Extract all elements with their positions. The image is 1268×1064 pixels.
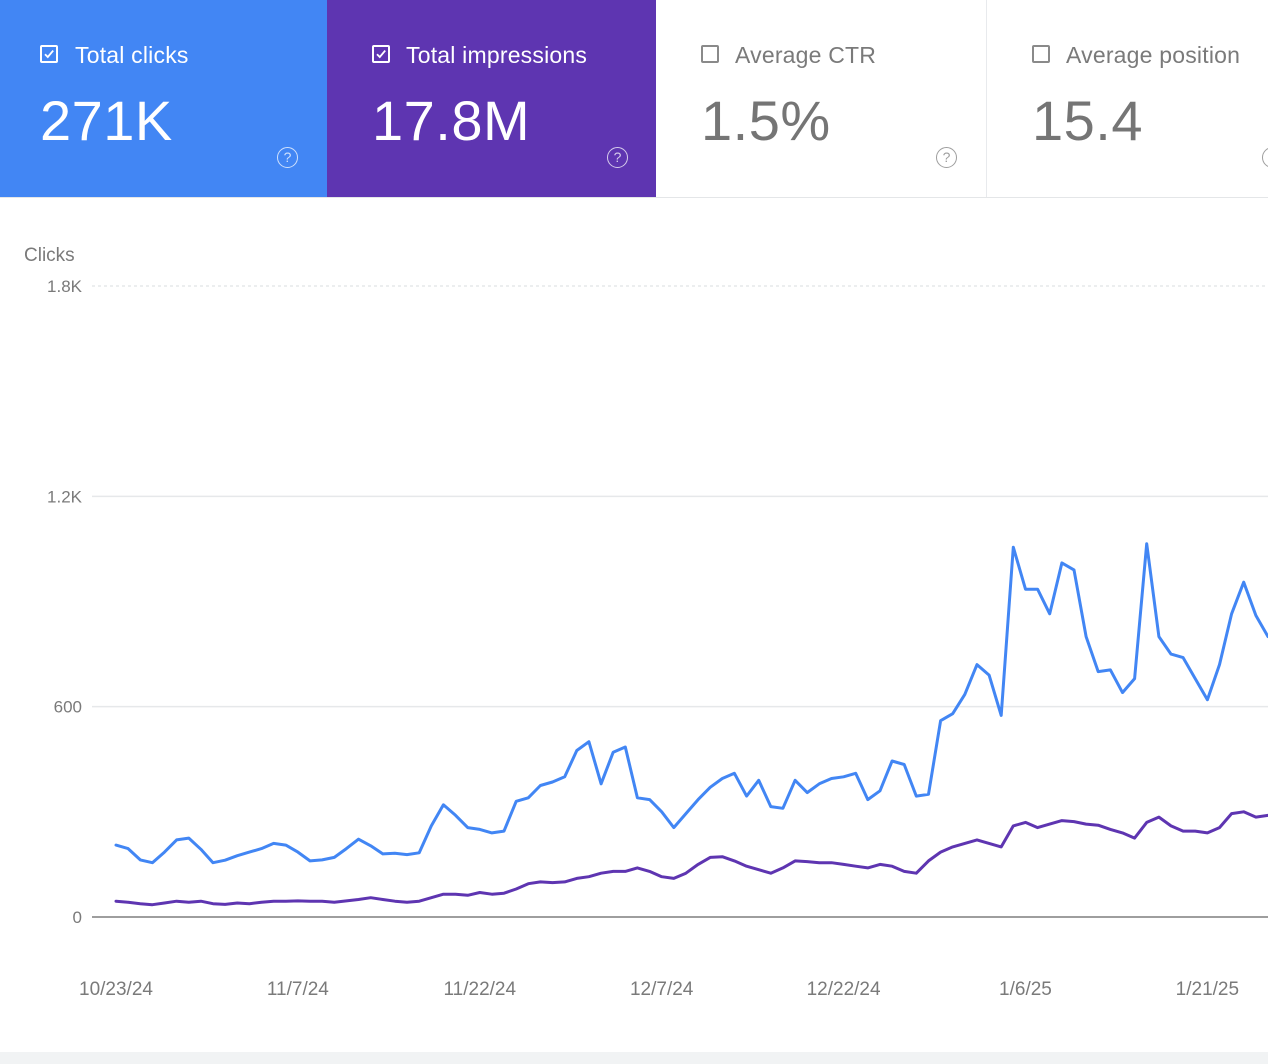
metric-total-impressions[interactable]: Total impressions 17.8M ? xyxy=(327,0,656,197)
metric-label: Total clicks xyxy=(75,42,189,68)
series-line-clicks xyxy=(114,542,1268,865)
metric-value: 271K xyxy=(40,89,173,152)
x-tick-label: 1/21/25 xyxy=(1176,979,1239,1000)
metric-label: Average CTR xyxy=(735,42,877,68)
checkbox-checked-icon[interactable] xyxy=(372,45,390,63)
x-tick-label: 11/7/24 xyxy=(267,979,329,1000)
clicks-impressions-chart: Clicks 0 600 1.2K 1.8K 10/23/24 11/7/24 11/22… xyxy=(24,245,1268,1000)
y-tick-label: 600 xyxy=(54,698,82,717)
metric-label: Average position xyxy=(1066,42,1241,68)
metric-value: 1.5% xyxy=(701,89,831,152)
metric-label: Total impressions xyxy=(406,42,588,68)
x-tick-label: 12/22/24 xyxy=(807,979,881,1000)
metric-value: 15.4 xyxy=(1032,89,1143,152)
metric-total-clicks[interactable]: Total clicks 271K ? xyxy=(0,0,327,197)
x-tick-label: 1/6/25 xyxy=(999,979,1052,1000)
metric-average-position[interactable]: Average position 15.4 ? xyxy=(987,0,1268,197)
x-tick-labels: 10/23/24 11/7/24 11/22/24 12/7/24 12/22/24 1/… xyxy=(79,979,1239,1000)
help-icon[interactable]: ? xyxy=(607,147,628,168)
checkbox-checked-icon[interactable] xyxy=(40,45,58,63)
metric-average-ctr[interactable]: Average CTR 1.5% ? xyxy=(656,0,987,197)
series-line-impressions xyxy=(114,810,1268,907)
checkbox-unchecked-icon[interactable] xyxy=(1032,45,1050,63)
y-tick-labels: 0 600 1.2K 1.8K xyxy=(47,277,83,927)
checkbox-unchecked-icon[interactable] xyxy=(701,45,719,63)
help-icon[interactable]: ? xyxy=(936,147,957,168)
x-tick-label: 11/22/24 xyxy=(444,979,517,1000)
y-tick-label: 0 xyxy=(73,908,82,927)
series-lines xyxy=(114,542,1268,907)
help-icon[interactable]: ? xyxy=(277,147,298,168)
grid-lines xyxy=(92,285,1268,918)
help-icon[interactable]: ? xyxy=(1262,147,1268,168)
y-tick-label: 1.8K xyxy=(47,277,83,296)
y-axis-label: Clicks xyxy=(24,245,75,266)
metric-value: 17.8M xyxy=(372,89,531,152)
x-tick-label: 12/7/24 xyxy=(630,979,694,1000)
metric-tiles: Total clicks 271K ? Total impressions 17… xyxy=(0,0,1268,198)
y-tick-label: 1.2K xyxy=(47,487,83,506)
x-tick-label: 10/23/24 xyxy=(79,979,153,1000)
